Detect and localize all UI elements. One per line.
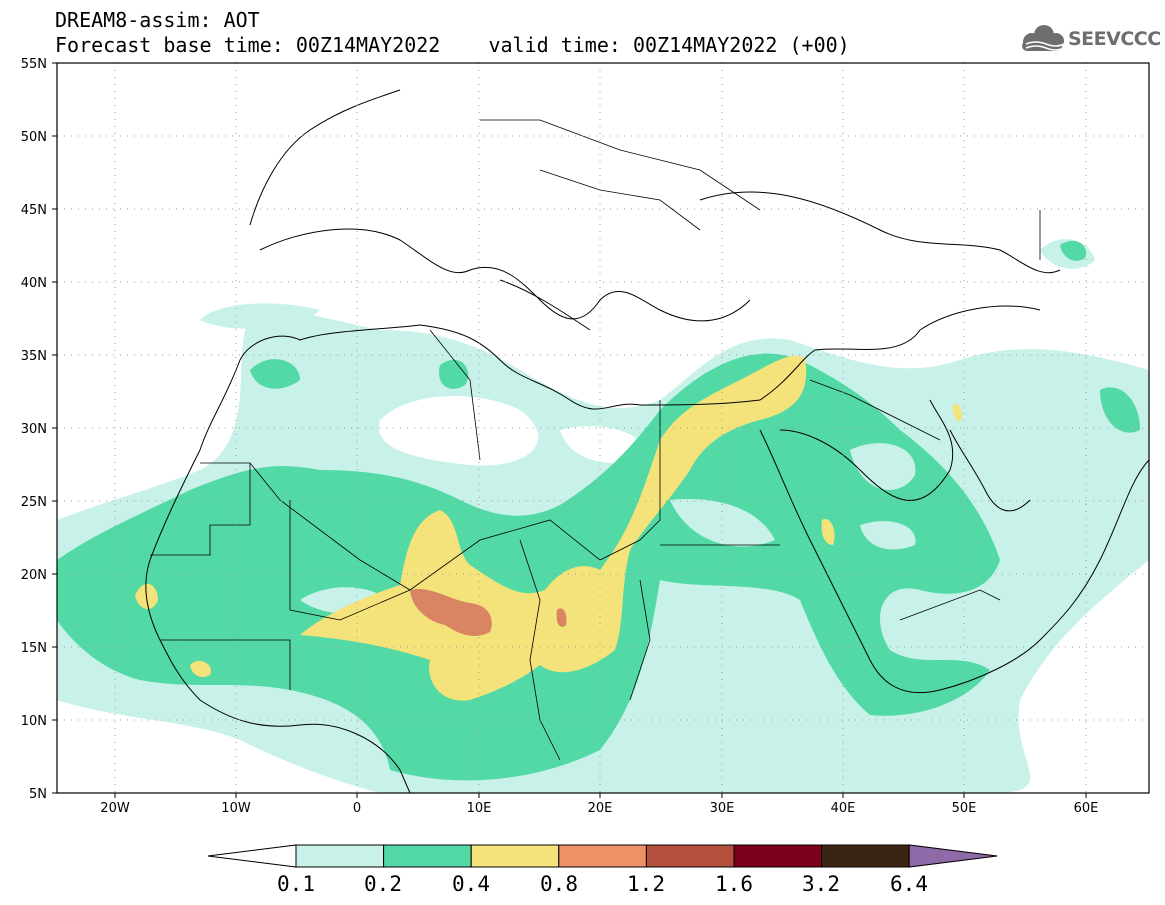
y-tick-label: 5N — [29, 787, 47, 802]
forecast-time-line: Forecast base time: 00Z14MAY2022 valid t… — [55, 33, 850, 57]
colorbar-over-arrow — [908, 844, 998, 868]
map-title: DREAM8-assim: AOT — [55, 8, 260, 32]
y-tick-label: 30N — [21, 422, 47, 437]
cloud-logo-icon — [1022, 25, 1065, 51]
colorbar-label: 3.2 — [802, 872, 840, 896]
x-tick-label: 40E — [831, 801, 856, 816]
colorbar-segment — [383, 844, 472, 868]
aot-0.8-field — [410, 588, 567, 636]
colorbar-label: 0.1 — [277, 872, 315, 896]
country-borders — [150, 119, 1041, 761]
y-tick-label: 40N — [21, 276, 47, 291]
colorbar-labels: 0.1 0.2 0.4 0.8 1.2 1.6 3.2 6.4 — [277, 872, 928, 896]
colorbar-segment — [645, 844, 735, 868]
lat-lon-grid — [57, 63, 1149, 793]
x-tick-label: 30E — [710, 801, 735, 816]
y-tick-label: 15N — [21, 641, 47, 656]
x-tick-label: 0 — [353, 801, 361, 816]
aot-0.2-field — [57, 240, 1140, 781]
colorbar-segment — [821, 844, 910, 868]
colorbar-label: 0.2 — [364, 872, 402, 896]
x-tick-label: 60E — [1074, 801, 1099, 816]
y-tick-label: 25N — [21, 495, 47, 510]
colorbar-segments — [207, 844, 998, 868]
x-tick-label: 10W — [221, 801, 251, 816]
colorbar-segment — [558, 844, 647, 868]
colorbar-under-arrow — [207, 844, 297, 868]
y-tick-label: 35N — [21, 349, 47, 364]
logo-text: SEEVCCC — [1068, 28, 1161, 50]
y-tick-labels: 55N 50N 45N 40N 35N 30N 25N 20N 15N 10N … — [21, 57, 47, 802]
y-tick-label: 45N — [21, 203, 47, 218]
colorbar-label: 6.4 — [890, 872, 928, 896]
y-tick-label: 10N — [21, 714, 47, 729]
colorbar-segment — [733, 844, 823, 868]
x-tick-label: 20W — [100, 801, 130, 816]
x-tick-labels: 20W 10W 0 10E 20E 30E 40E 50E 60E — [100, 801, 1098, 816]
y-tick-label: 20N — [21, 568, 47, 583]
y-tick-label: 55N — [21, 57, 47, 72]
x-tick-label: 20E — [588, 801, 613, 816]
x-tick-label: 50E — [952, 801, 977, 816]
colorbar-label: 1.6 — [715, 872, 753, 896]
colorbar-label: 1.2 — [627, 872, 665, 896]
colorbar-segment — [470, 844, 560, 868]
axis-ticks — [52, 62, 1087, 798]
y-tick-label: 50N — [21, 130, 47, 145]
colorbar-segment — [295, 844, 385, 868]
colorbar-label: 0.8 — [540, 872, 578, 896]
x-tick-label: 10E — [467, 801, 492, 816]
colorbar-label: 0.4 — [452, 872, 490, 896]
